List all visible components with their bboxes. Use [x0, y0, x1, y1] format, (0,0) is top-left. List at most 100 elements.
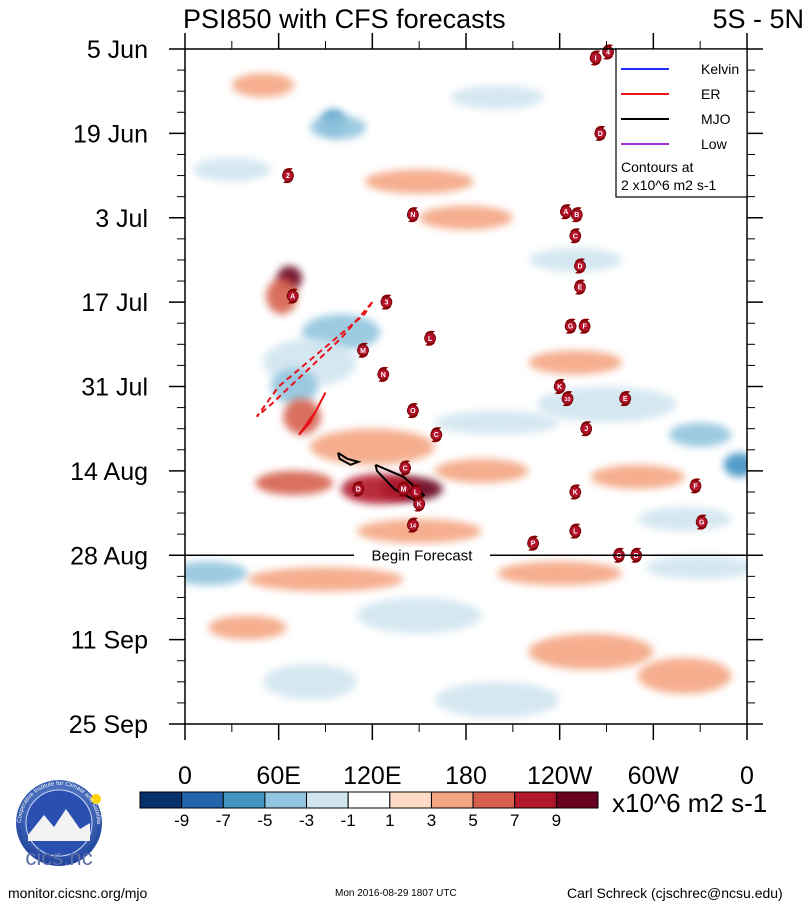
y-tick-label: 11 Sep	[71, 627, 148, 655]
storm-label: A	[563, 209, 568, 216]
storm-marker: D	[594, 125, 607, 141]
cicsnc-logo: Cooperative Institute for Climate and Sa…	[7, 771, 110, 875]
storm-marker: G	[564, 318, 577, 334]
anomaly-blob	[434, 681, 560, 718]
y-tick-label: 31 Jul	[81, 374, 148, 402]
storm-core	[286, 290, 299, 303]
anomaly-blob	[270, 368, 318, 405]
colorbar-label: 1	[385, 811, 394, 830]
colorbar-label: 5	[468, 811, 477, 830]
storm-label: E	[578, 285, 583, 292]
storm-label: C	[434, 432, 439, 439]
storm-label: N	[381, 372, 386, 379]
colorbar-label: -1	[341, 811, 356, 830]
colorbar-label: -3	[299, 811, 314, 830]
storm-marker: 14	[406, 517, 419, 533]
anomaly-blob	[668, 422, 732, 447]
anomaly-blob	[283, 398, 321, 435]
mjo-contour	[337, 451, 362, 466]
storm-label: G	[699, 520, 705, 527]
colorbar-label: -9	[174, 811, 189, 830]
storm-label: 4	[606, 50, 610, 57]
storm-core	[397, 483, 410, 495]
legend-note-line1: Contours at	[621, 159, 693, 175]
storm-core	[561, 392, 574, 405]
storm-label: 10	[564, 397, 570, 403]
y-tick-label: 14 Aug	[70, 458, 148, 486]
x-tick-label: 0	[178, 762, 192, 790]
storm-label: N	[410, 212, 415, 219]
storm-core	[430, 428, 443, 441]
footer-author[interactable]: Carl Schreck (cjschrec@ncsu.edu)	[567, 885, 783, 901]
colorbar-swatch	[389, 791, 432, 809]
legend-kelvin-label: Kelvin	[701, 61, 739, 77]
storm-core	[594, 127, 607, 140]
storm-label: 2	[286, 173, 290, 180]
storm-label: M	[360, 348, 366, 355]
colorbar-swatch	[139, 791, 183, 809]
storm-marker: D	[352, 481, 365, 497]
y-tick-label: 28 Aug	[70, 542, 148, 570]
anomaly-blob	[434, 410, 560, 435]
anomaly-blob	[309, 428, 435, 465]
storm-label: 3	[384, 300, 388, 307]
anomaly-blob	[266, 278, 298, 315]
storm-label: E	[623, 396, 628, 403]
legend: Kelvin ER MJO Low Contours at 2 x10^6 m2…	[615, 48, 748, 198]
colorbar-swatch	[181, 791, 224, 809]
anomaly-blob	[528, 633, 654, 670]
storm-core	[560, 205, 572, 218]
legend-mjo-label: MJO	[701, 111, 731, 127]
storm-label: G	[616, 553, 622, 560]
colorbar-label: -5	[257, 811, 272, 830]
legend-low-label: Low	[701, 136, 728, 152]
colorbar-swatch	[555, 791, 599, 809]
colorbar: -9 -7 -5 -3 -1 1 3 5 7 9	[139, 791, 599, 830]
storm-marker: M	[357, 342, 369, 358]
anomaly-blob	[637, 657, 732, 694]
storm-marker: E	[574, 279, 586, 295]
storm-core	[569, 525, 582, 537]
x-tick-label: 0	[740, 762, 754, 790]
storm-core	[589, 52, 602, 64]
storm-label: C	[403, 465, 408, 472]
storm-core	[580, 422, 593, 435]
storm-label: D	[577, 264, 582, 271]
storm-marker: L	[410, 484, 422, 500]
anomaly-blob	[364, 169, 474, 194]
forecast-divider: Begin Forecast	[185, 547, 747, 564]
colorbar-swatch	[472, 791, 516, 809]
colorbar-swatch	[222, 791, 266, 809]
storm-core	[282, 169, 294, 182]
storm-core	[574, 281, 586, 294]
storm-core	[527, 537, 539, 550]
x-tick-label: 120W	[527, 762, 593, 790]
storm-core	[406, 519, 419, 531]
colorbar-swatch	[347, 791, 391, 809]
storm-label: B	[574, 212, 579, 219]
anomaly-blob	[208, 615, 287, 640]
y-tick-label: 19 Jun	[73, 120, 148, 148]
storm-marker: K	[413, 496, 426, 512]
footer-source[interactable]: monitor.cicsnc.org/mjo	[8, 885, 148, 901]
storm-label: I	[595, 56, 597, 63]
storm-core	[406, 404, 419, 417]
storm-core	[689, 479, 702, 492]
storm-marker: P	[527, 535, 539, 551]
x-tick-label: 120E	[343, 762, 401, 790]
storm-label: L	[414, 490, 419, 497]
storm-label: L	[573, 529, 578, 536]
anomaly-blob	[637, 507, 732, 532]
colorbar-swatch	[514, 791, 557, 809]
footer-timestamp: Mon 2016-08-29 1807 UTC	[335, 888, 457, 899]
storm-label: F	[582, 324, 587, 331]
storm-marker: F	[578, 318, 591, 334]
legend-note-line2: 2 x10^6 m2 s-1	[621, 177, 716, 193]
storm-label: K	[417, 502, 422, 509]
storm-core	[424, 332, 437, 345]
storm-marker: E	[619, 391, 632, 407]
storm-marker: C	[399, 460, 412, 476]
storm-label: G	[568, 324, 574, 331]
storm-label: D	[356, 487, 361, 494]
storm-label: J	[584, 426, 588, 433]
